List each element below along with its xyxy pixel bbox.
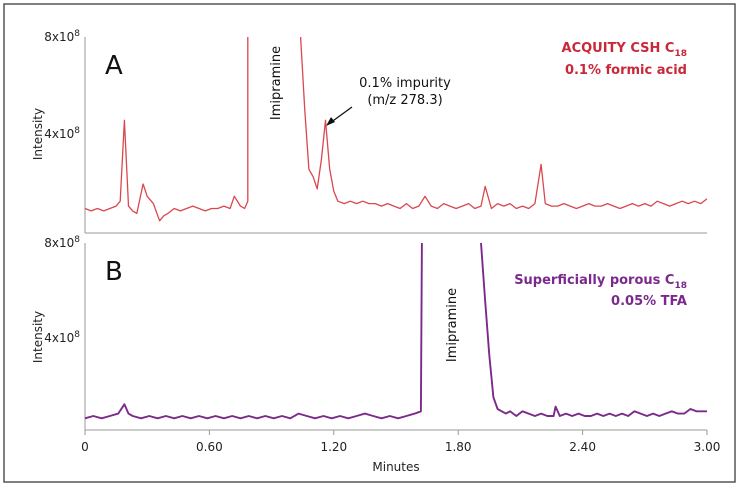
panel-a-mobile-phase: 0.1% formic acid: [565, 63, 687, 78]
panel-a-series-line-2: [299, 36, 708, 210]
panel-a-series-line-1: [84, 37, 249, 222]
panel-b-xtick-label: 1.80: [445, 440, 472, 454]
figure-border: [3, 3, 736, 483]
panel-b-column-label: Superficially porous C18: [514, 273, 687, 291]
panel-b-ytick-top: 8x108: [44, 235, 80, 250]
panel-a-annotation-arrowhead: [326, 117, 335, 126]
panel-b-ytick-mid: 4x108: [44, 330, 80, 345]
panel-a-ytick-mid: 4x108: [44, 126, 80, 141]
panel-b-xtick-label: 3.00: [694, 440, 721, 454]
panel-b: 8x108 4x108 Intensity B Imipramine Super…: [31, 235, 720, 474]
panel-b-xtick-label: 0: [81, 440, 89, 454]
panel-a-peak-label: Imipramine: [269, 46, 284, 120]
panel-b-peak-label: Imipramine: [445, 288, 460, 362]
panel-a-series-group: [84, 36, 708, 222]
panel-a-annotation-line2: (m/z 278.3): [367, 93, 442, 108]
panel-a-ylabel: Intensity: [31, 108, 45, 160]
panel-b-label: B: [105, 257, 123, 287]
panel-b-mobile-phase: 0.05% TFA: [611, 294, 687, 309]
panel-a-column-label: ACQUITY CSH C18: [562, 41, 687, 59]
panel-b-series-line-1: [84, 242, 423, 420]
panel-b-xtick-label: 1.20: [320, 440, 347, 454]
panel-b-series-line-2: [480, 242, 707, 417]
panel-b-xlabel: Minutes: [372, 460, 419, 474]
panel-a-annotation-line1: 0.1% impurity: [359, 76, 451, 91]
panel-b-series-group: [84, 242, 707, 420]
panel-a-label: A: [105, 51, 123, 81]
panel-b-xtick-label: 0.60: [196, 440, 223, 454]
panel-b-ylabel: Intensity: [31, 311, 45, 363]
panel-b-xtick-group: 0 0.60 1.20 1.80 2.40 3.00: [81, 430, 720, 454]
panel-a-ytick-top: 8x108: [44, 29, 80, 44]
panel-b-xtick-label: 2.40: [569, 440, 596, 454]
panel-a: 8x108 4x108 Intensity A Imipramine 0.1% …: [31, 29, 708, 234]
